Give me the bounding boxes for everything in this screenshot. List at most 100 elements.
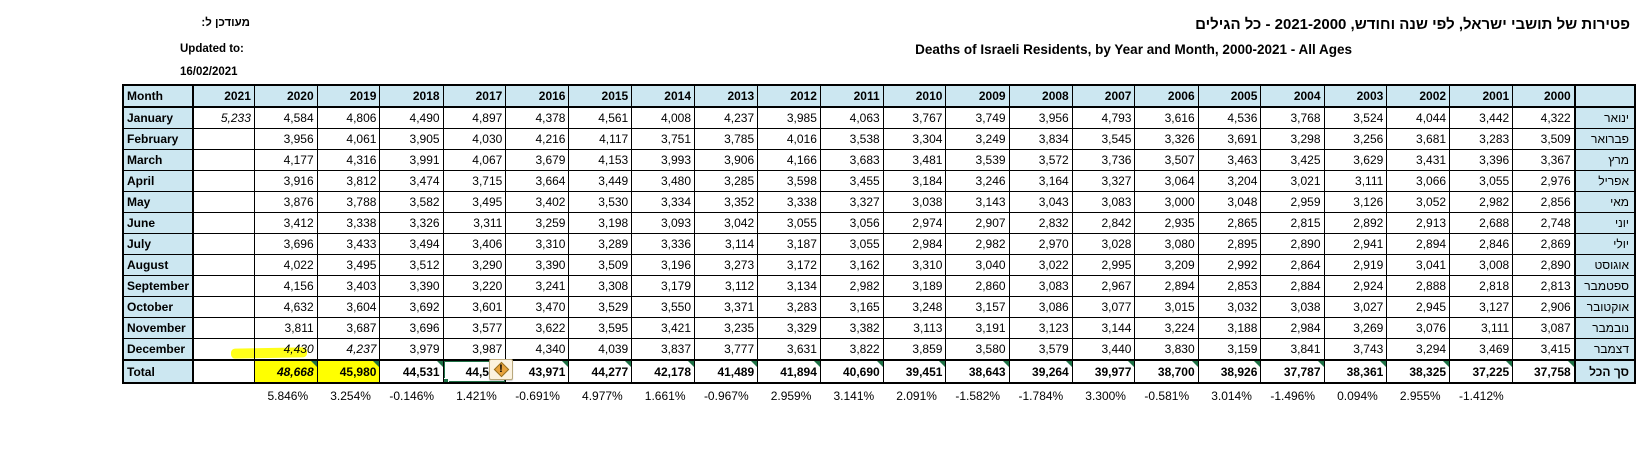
cell-november-2017[interactable]: 3,577 <box>442 317 507 339</box>
cell-february-2017[interactable]: 4,030 <box>442 128 507 150</box>
cell-november-2011[interactable]: 3,382 <box>819 317 884 339</box>
cell-may-2004[interactable]: 2,959 <box>1260 191 1325 213</box>
cell-total-2021[interactable] <box>192 359 255 384</box>
cell-september-2015[interactable]: 3,308 <box>568 275 633 297</box>
cell-september-2020[interactable]: 4,156 <box>253 275 318 297</box>
cell-february-2002[interactable]: 3,681 <box>1386 128 1451 150</box>
cell-february-2006[interactable]: 3,326 <box>1134 128 1199 150</box>
cell-january-2020[interactable]: 4,584 <box>253 106 318 129</box>
cell-august-2006[interactable]: 3,209 <box>1134 254 1199 276</box>
cell-april-2016[interactable]: 3,664 <box>505 170 570 192</box>
cell-december-2011[interactable]: 3,822 <box>819 338 884 361</box>
cell-august-2013[interactable]: 3,273 <box>693 254 759 276</box>
col-header-2007[interactable]: 2007 <box>1071 84 1136 108</box>
cell-total-2004[interactable]: 37,787 <box>1260 359 1325 384</box>
cell-total-2008[interactable]: 39,264 <box>1008 359 1073 384</box>
cell-april-2006[interactable]: 3,064 <box>1134 170 1199 192</box>
cell-january-2012[interactable]: 3,985 <box>757 106 821 129</box>
cell-august-2020[interactable]: 4,022 <box>253 254 318 276</box>
cell-january-2018[interactable]: 4,490 <box>379 106 444 129</box>
cell-april-2008[interactable]: 3,164 <box>1008 170 1073 192</box>
cell-january-2019[interactable]: 4,806 <box>316 106 381 129</box>
cell-january-2002[interactable]: 4,044 <box>1386 106 1451 129</box>
row-header-november[interactable]: November <box>121 317 195 339</box>
cell-total-2015[interactable]: 44,277 <box>568 359 633 384</box>
cell-october-2016[interactable]: 3,470 <box>505 296 570 318</box>
cell-november-2013[interactable]: 3,235 <box>693 317 759 339</box>
cell-october-2004[interactable]: 3,038 <box>1260 296 1325 318</box>
cell-march-2006[interactable]: 3,507 <box>1134 149 1199 171</box>
cell-september-2012[interactable]: 3,134 <box>757 275 821 297</box>
cell-september-2014[interactable]: 3,179 <box>631 275 695 297</box>
row-header-march[interactable]: March <box>121 149 195 171</box>
cell-september-2019[interactable]: 3,403 <box>316 275 381 297</box>
cell-total-2002[interactable]: 38,325 <box>1386 359 1451 384</box>
cell-december-2012[interactable]: 3,631 <box>757 338 821 361</box>
cell-january-2000[interactable]: 4,322 <box>1512 106 1576 129</box>
cell-april-2021[interactable] <box>192 170 255 192</box>
cell-february-2021[interactable] <box>192 128 255 150</box>
col-header-2013[interactable]: 2013 <box>693 84 759 108</box>
cell-june-2014[interactable]: 3,093 <box>631 212 695 234</box>
cell-july-2008[interactable]: 2,970 <box>1008 233 1073 255</box>
cell-january-2008[interactable]: 3,956 <box>1008 106 1073 129</box>
cell-june-2007[interactable]: 2,842 <box>1071 212 1136 234</box>
cell-total-2006[interactable]: 38,700 <box>1134 359 1199 384</box>
cell-total-2019[interactable]: 45,980 <box>316 359 381 384</box>
cell-total-2010[interactable]: 39,451 <box>882 359 947 384</box>
cell-july-2006[interactable]: 3,080 <box>1134 233 1199 255</box>
cell-december-2003[interactable]: 3,743 <box>1323 338 1388 361</box>
cell-december-2007[interactable]: 3,440 <box>1071 338 1136 361</box>
cell-march-2002[interactable]: 3,431 <box>1386 149 1451 171</box>
cell-may-2010[interactable]: 3,038 <box>882 191 947 213</box>
error-warning-button[interactable]: ! <box>489 359 513 380</box>
cell-july-2009[interactable]: 2,982 <box>945 233 1010 255</box>
cell-october-2007[interactable]: 3,077 <box>1071 296 1136 318</box>
cell-may-2003[interactable]: 3,126 <box>1323 191 1388 213</box>
cell-september-2006[interactable]: 2,894 <box>1134 275 1199 297</box>
cell-total-2007[interactable]: 39,977 <box>1071 359 1136 384</box>
cell-november-2018[interactable]: 3,696 <box>379 317 444 339</box>
cell-august-2001[interactable]: 3,008 <box>1449 254 1514 276</box>
col-header-month[interactable]: Month <box>121 84 195 108</box>
cell-march-2008[interactable]: 3,572 <box>1008 149 1073 171</box>
cell-april-2017[interactable]: 3,715 <box>442 170 507 192</box>
cell-february-2013[interactable]: 3,785 <box>693 128 759 150</box>
cell-october-2020[interactable]: 4,632 <box>253 296 318 318</box>
cell-may-2009[interactable]: 3,143 <box>945 191 1010 213</box>
cell-november-2005[interactable]: 3,188 <box>1197 317 1262 339</box>
cell-total-2003[interactable]: 38,361 <box>1323 359 1388 384</box>
cell-may-2005[interactable]: 3,048 <box>1197 191 1262 213</box>
cell-may-2018[interactable]: 3,582 <box>379 191 444 213</box>
cell-february-2005[interactable]: 3,691 <box>1197 128 1262 150</box>
cell-october-2003[interactable]: 3,027 <box>1323 296 1388 318</box>
cell-march-2001[interactable]: 3,396 <box>1449 149 1514 171</box>
cell-march-2020[interactable]: 4,177 <box>253 149 318 171</box>
cell-june-2016[interactable]: 3,259 <box>505 212 570 234</box>
cell-october-2002[interactable]: 2,945 <box>1386 296 1451 318</box>
cell-august-2004[interactable]: 2,864 <box>1260 254 1325 276</box>
cell-july-2020[interactable]: 3,696 <box>253 233 318 255</box>
cell-may-2012[interactable]: 3,338 <box>757 191 821 213</box>
cell-august-2003[interactable]: 2,919 <box>1323 254 1388 276</box>
cell-total-2013[interactable]: 41,489 <box>693 359 759 384</box>
cell-july-2011[interactable]: 3,055 <box>819 233 884 255</box>
cell-april-2018[interactable]: 3,474 <box>379 170 444 192</box>
row-header-october[interactable]: October <box>121 296 195 318</box>
cell-august-2010[interactable]: 3,310 <box>882 254 947 276</box>
cell-december-2001[interactable]: 3,469 <box>1449 338 1514 361</box>
cell-september-2004[interactable]: 2,884 <box>1260 275 1325 297</box>
cell-october-2000[interactable]: 2,906 <box>1512 296 1576 318</box>
cell-march-2013[interactable]: 3,906 <box>693 149 759 171</box>
cell-october-2013[interactable]: 3,371 <box>693 296 759 318</box>
cell-november-2019[interactable]: 3,687 <box>316 317 381 339</box>
cell-march-2019[interactable]: 4,316 <box>316 149 381 171</box>
cell-total-2000[interactable]: 37,758 <box>1512 359 1576 384</box>
cell-june-2002[interactable]: 2,913 <box>1386 212 1451 234</box>
cell-february-2020[interactable]: 3,956 <box>253 128 318 150</box>
cell-january-2003[interactable]: 3,524 <box>1323 106 1388 129</box>
cell-january-2009[interactable]: 3,749 <box>945 106 1010 129</box>
cell-total-2020[interactable]: 48,668 <box>253 359 318 384</box>
cell-october-2011[interactable]: 3,165 <box>819 296 884 318</box>
cell-june-2001[interactable]: 2,688 <box>1449 212 1514 234</box>
